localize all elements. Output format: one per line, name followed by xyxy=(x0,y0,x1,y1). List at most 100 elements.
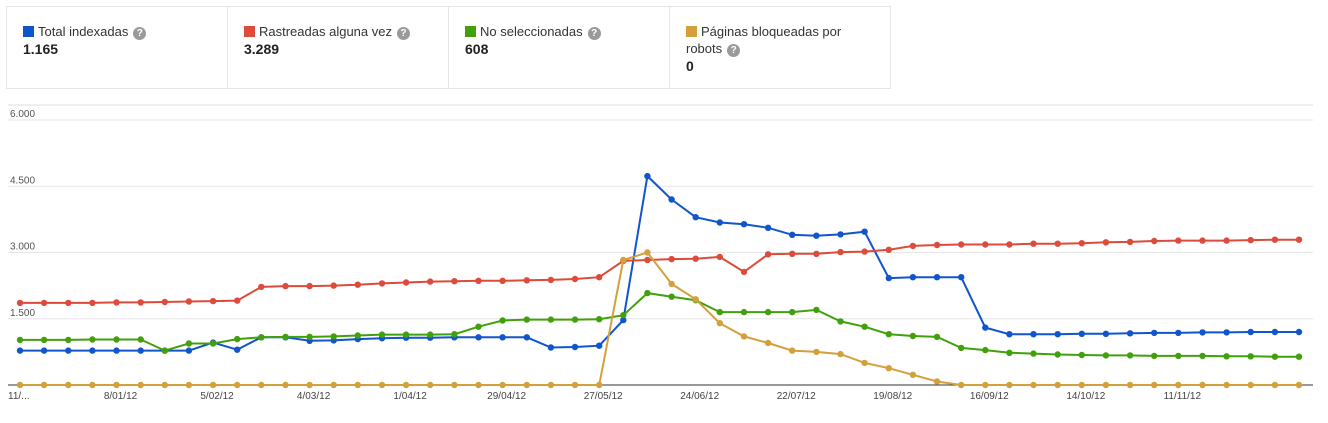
data-point xyxy=(813,348,820,356)
data-point xyxy=(499,381,506,389)
data-point xyxy=(137,347,144,354)
data-point xyxy=(402,279,410,286)
data-point xyxy=(475,381,482,389)
data-point xyxy=(40,336,48,344)
data-point xyxy=(692,296,699,303)
data-point xyxy=(306,282,313,290)
legend-label-line1: Páginas bloqueadas por xyxy=(701,24,842,39)
data-point xyxy=(354,281,361,288)
legend-item-bloqueadas[interactable]: Páginas bloqueadas por robots? 0 xyxy=(670,7,891,88)
data-point xyxy=(958,381,965,389)
data-point xyxy=(620,256,627,264)
data-point xyxy=(258,334,265,341)
data-point xyxy=(185,347,193,354)
legend-value: 608 xyxy=(465,41,489,57)
data-point xyxy=(1199,237,1206,244)
data-point xyxy=(523,316,530,323)
data-point xyxy=(740,333,748,340)
data-point xyxy=(1223,353,1230,360)
data-point xyxy=(65,381,72,389)
data-point xyxy=(644,256,651,264)
series-line-2 xyxy=(20,238,1299,304)
data-point xyxy=(282,333,289,341)
data-point xyxy=(475,277,482,284)
data-point xyxy=(402,381,410,389)
data-point xyxy=(499,334,506,341)
data-point xyxy=(161,347,168,354)
data-point xyxy=(234,381,241,389)
x-tick-label: 22/07/12 xyxy=(777,391,816,402)
data-point xyxy=(885,274,892,282)
data-point xyxy=(596,316,603,323)
data-point xyxy=(547,316,555,323)
help-icon[interactable]: ? xyxy=(587,27,601,40)
data-point xyxy=(764,224,772,231)
x-tick-label: 11/11/12 xyxy=(1164,391,1202,402)
data-point xyxy=(716,253,723,261)
data-point xyxy=(1054,240,1061,247)
data-point xyxy=(1102,330,1110,337)
series-swatch-orange xyxy=(686,26,697,37)
x-tick-label: 5/02/12 xyxy=(200,391,234,402)
data-point xyxy=(692,255,699,262)
data-point xyxy=(89,381,96,389)
data-point xyxy=(644,172,651,180)
data-point xyxy=(909,371,917,378)
data-point xyxy=(161,298,168,306)
data-point xyxy=(861,359,868,367)
data-point xyxy=(1175,352,1182,360)
data-point xyxy=(620,312,627,319)
help-icon[interactable]: ? xyxy=(396,27,410,40)
data-point xyxy=(789,231,796,238)
data-point xyxy=(1271,353,1279,360)
data-point xyxy=(1199,352,1206,360)
data-point xyxy=(933,333,941,341)
data-point xyxy=(1126,238,1134,246)
x-tick-label: 1/04/12 xyxy=(393,391,427,402)
legend-title-row: Total indexadas? xyxy=(23,23,215,40)
data-point xyxy=(499,277,506,284)
legend-label: Total indexadas xyxy=(38,24,129,39)
data-point xyxy=(596,381,603,389)
data-point xyxy=(306,381,313,389)
data-point xyxy=(909,332,917,340)
legend-item-no-seleccionadas[interactable]: No seleccionadas? 608 xyxy=(449,7,670,88)
x-tick-label: 19/08/12 xyxy=(873,391,912,402)
data-point xyxy=(620,316,627,324)
x-tick-label: 14/10/12 xyxy=(1066,391,1105,402)
data-point xyxy=(378,331,386,338)
legend-item-total-indexadas[interactable]: Total indexadas? 1.165 xyxy=(7,7,228,88)
data-point xyxy=(427,331,434,338)
data-point xyxy=(716,308,723,316)
help-icon[interactable]: ? xyxy=(133,27,147,40)
data-point xyxy=(137,299,144,306)
data-point xyxy=(209,297,217,305)
data-point xyxy=(668,196,675,203)
data-point xyxy=(1247,328,1254,336)
data-point xyxy=(330,282,337,289)
data-point xyxy=(571,381,579,389)
data-point xyxy=(451,278,458,285)
data-point xyxy=(837,318,844,325)
data-point xyxy=(16,336,24,344)
data-point xyxy=(1126,381,1134,389)
data-point xyxy=(330,381,337,389)
data-point xyxy=(1223,329,1230,336)
data-point xyxy=(1102,239,1110,246)
data-point xyxy=(1078,330,1086,337)
legend-value: 0 xyxy=(686,58,694,74)
data-point xyxy=(1271,381,1279,389)
data-point xyxy=(330,333,337,340)
data-point xyxy=(185,381,193,389)
data-point xyxy=(716,320,723,327)
data-point xyxy=(764,339,772,347)
data-point xyxy=(1295,353,1303,360)
legend-item-rastreadas[interactable]: Rastreadas alguna vez? 3.289 xyxy=(228,7,449,88)
data-point xyxy=(185,340,193,347)
data-point xyxy=(451,331,458,338)
data-point xyxy=(764,251,772,258)
data-point xyxy=(596,274,603,281)
data-point xyxy=(1295,381,1303,389)
data-point xyxy=(1271,328,1279,336)
help-icon[interactable]: ? xyxy=(727,44,741,57)
